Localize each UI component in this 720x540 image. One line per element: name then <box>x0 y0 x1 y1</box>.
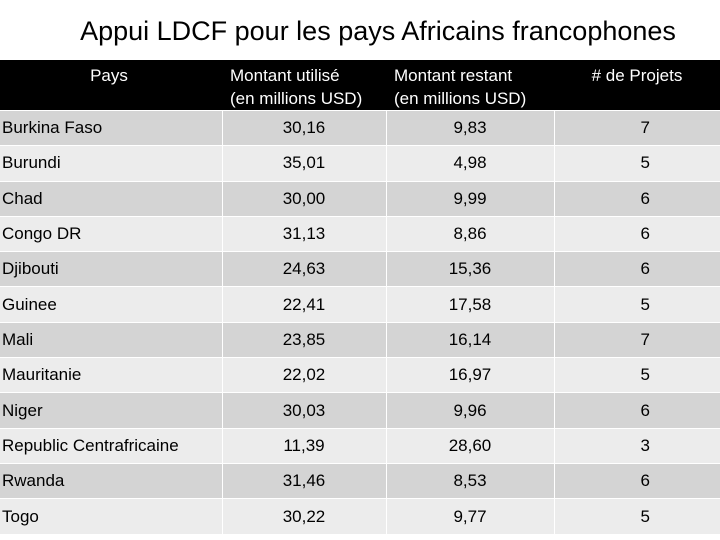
cell-projects: 5 <box>553 145 720 182</box>
cell-amount-used: 22,41 <box>221 286 386 323</box>
cell-amount-used: 30,03 <box>221 392 386 429</box>
cell-projects: 6 <box>553 251 720 287</box>
table-row: Guinee 22,41 17,58 5 <box>0 286 720 323</box>
header-amount-used: Montant utilisé (en millions USD) <box>222 60 386 111</box>
cell-country: Djibouti <box>0 251 222 287</box>
cell-country: Rwanda <box>0 463 222 499</box>
page-title: Appui LDCF pour les pays Africains franc… <box>80 16 676 46</box>
header-row: Pays Montant utilisé (en millions USD) M… <box>0 60 720 111</box>
cell-amount-used: 31,13 <box>221 216 386 252</box>
cell-amount-used: 11,39 <box>221 428 386 464</box>
header-projects-label: # de Projets <box>591 66 683 85</box>
table-row: Niger 30,03 9,96 6 <box>0 392 720 429</box>
cell-amount-remaining: 16,97 <box>385 357 554 393</box>
cell-amount-remaining: 17,58 <box>385 286 554 323</box>
cell-projects: 6 <box>553 181 720 217</box>
cell-amount-used: 30,22 <box>221 498 386 535</box>
cell-amount-remaining: 28,60 <box>385 428 554 464</box>
header-amount-used-line1: Montant utilisé <box>230 66 340 85</box>
header-amount-used-line2: (en millions USD) <box>230 89 363 108</box>
cell-amount-remaining: 8,86 <box>385 216 554 252</box>
cell-country: Republic Centrafricaine <box>0 428 222 464</box>
cell-amount-remaining: 9,99 <box>385 181 554 217</box>
table-row: Republic Centrafricaine 11,39 28,60 3 <box>0 428 720 464</box>
cell-projects: 7 <box>553 110 720 146</box>
table-row: Rwanda 31,46 8,53 6 <box>0 463 720 499</box>
cell-projects: 7 <box>553 322 720 358</box>
cell-projects: 6 <box>553 463 720 499</box>
table-row: Burkina Faso 30,16 9,83 7 <box>0 110 720 146</box>
table-row: Mauritanie 22,02 16,97 5 <box>0 357 720 393</box>
cell-amount-used: 22,02 <box>221 357 386 393</box>
cell-amount-remaining: 16,14 <box>385 322 554 358</box>
cell-projects: 6 <box>553 216 720 252</box>
table-row: Congo DR 31,13 8,86 6 <box>0 216 720 252</box>
cell-country: Guinee <box>0 286 222 323</box>
cell-country: Chad <box>0 181 222 217</box>
cell-amount-used: 31,46 <box>221 463 386 499</box>
cell-amount-used: 30,00 <box>221 181 386 217</box>
cell-projects: 3 <box>553 428 720 464</box>
cell-amount-remaining: 4,98 <box>385 145 554 182</box>
table-row: Mali 23,85 16,14 7 <box>0 322 720 358</box>
header-amount-remaining: Montant restant (en millions USD) <box>386 60 554 111</box>
cell-amount-remaining: 8,53 <box>385 463 554 499</box>
cell-projects: 5 <box>553 357 720 393</box>
table-row: Djibouti 24,63 15,36 6 <box>0 251 720 287</box>
cell-country: Mauritanie <box>0 357 222 393</box>
cell-country: Niger <box>0 392 222 429</box>
header-country: Pays <box>0 60 222 111</box>
cell-amount-remaining: 9,77 <box>385 498 554 535</box>
ldcf-table: Pays Montant utilisé (en millions USD) M… <box>0 60 720 535</box>
cell-amount-used: 23,85 <box>221 322 386 358</box>
header-country-label: Pays <box>90 66 128 85</box>
header-projects: # de Projets <box>554 60 720 111</box>
cell-amount-remaining: 15,36 <box>385 251 554 287</box>
table-row: Burundi 35,01 4,98 5 <box>0 145 720 182</box>
cell-country: Burundi <box>0 145 222 182</box>
table-row: Chad 30,00 9,99 6 <box>0 181 720 217</box>
table-row: Togo 30,22 9,77 5 <box>0 498 720 535</box>
header-amount-remaining-line1: Montant restant <box>394 66 513 85</box>
cell-amount-used: 30,16 <box>221 110 386 146</box>
cell-country: Congo DR <box>0 216 222 252</box>
cell-amount-used: 24,63 <box>221 251 386 287</box>
cell-projects: 5 <box>553 286 720 323</box>
cell-amount-remaining: 9,96 <box>385 392 554 429</box>
cell-projects: 6 <box>553 392 720 429</box>
cell-projects: 5 <box>553 498 720 535</box>
cell-country: Togo <box>0 498 222 535</box>
cell-country: Mali <box>0 322 222 358</box>
cell-amount-remaining: 9,83 <box>385 110 554 146</box>
cell-country: Burkina Faso <box>0 110 222 146</box>
header-amount-remaining-line2: (en millions USD) <box>394 89 527 108</box>
cell-amount-used: 35,01 <box>221 145 386 182</box>
